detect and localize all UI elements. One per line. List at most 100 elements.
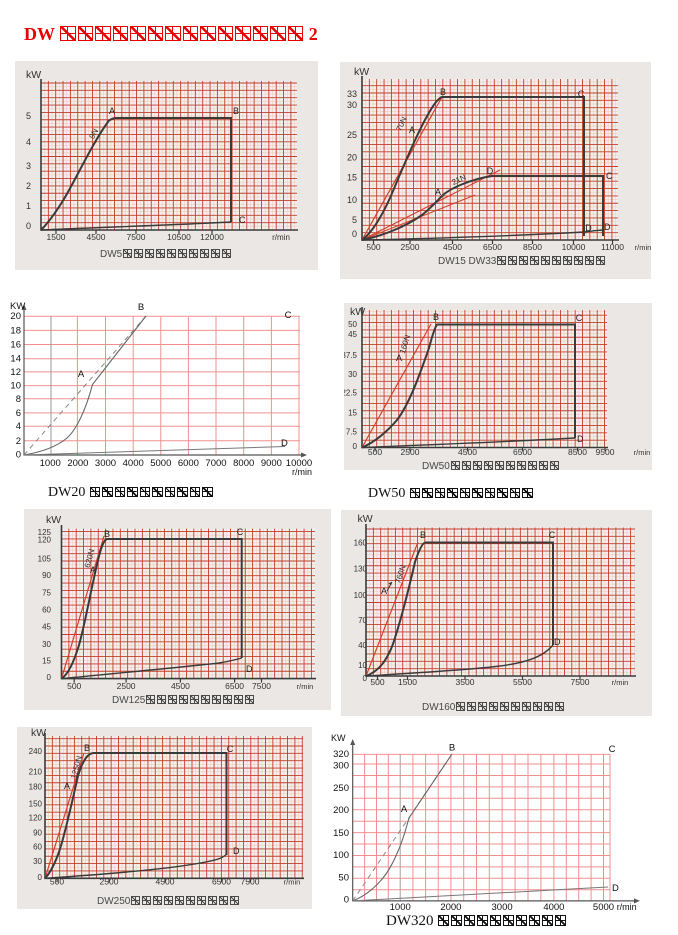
svg-text:0: 0 (363, 674, 368, 683)
svg-text:B: B (233, 106, 239, 116)
svg-text:200: 200 (333, 805, 349, 816)
svg-text:300: 300 (333, 760, 349, 771)
svg-text:10500: 10500 (167, 232, 191, 242)
svg-text:160: 160 (354, 539, 368, 548)
svg-text:kW: kW (46, 514, 61, 526)
svg-text:1500: 1500 (398, 677, 417, 687)
svg-text:105: 105 (38, 554, 52, 563)
svg-text:r/min: r/min (617, 902, 637, 912)
svg-text:D: D (604, 222, 611, 232)
svg-text:6: 6 (16, 408, 21, 419)
svg-text:2000: 2000 (440, 902, 461, 913)
svg-text:A: A (78, 369, 85, 380)
svg-text:4500: 4500 (443, 242, 462, 252)
svg-text:A: A (396, 353, 402, 363)
svg-text:500: 500 (368, 447, 382, 457)
svg-text:50: 50 (348, 320, 357, 329)
svg-text:C: C (606, 171, 613, 181)
svg-text:r/min: r/min (272, 233, 290, 242)
svg-text:20: 20 (10, 311, 21, 322)
svg-text:2500: 2500 (401, 447, 420, 457)
svg-text:C: C (227, 744, 234, 754)
svg-text:30: 30 (42, 640, 51, 649)
svg-text:r/min: r/min (297, 682, 314, 691)
svg-text:C: C (578, 89, 585, 99)
svg-text:4000: 4000 (543, 902, 564, 913)
svg-text:2500: 2500 (100, 877, 119, 887)
svg-text:7.5: 7.5 (346, 428, 358, 437)
svg-text:210: 210 (29, 768, 43, 777)
svg-text:500: 500 (50, 877, 64, 887)
svg-text:B: B (449, 743, 455, 754)
svg-text:A: A (409, 125, 415, 135)
svg-text:B: B (433, 312, 439, 322)
svg-text:50: 50 (338, 873, 349, 884)
svg-text:D: D (612, 883, 619, 894)
svg-text:1000: 1000 (390, 902, 411, 913)
svg-text:15: 15 (347, 173, 357, 183)
svg-text:4000: 4000 (123, 458, 144, 469)
svg-text:5500: 5500 (513, 677, 532, 687)
svg-text:150: 150 (29, 800, 43, 809)
svg-text:125: 125 (38, 528, 52, 537)
svg-text:9500: 9500 (596, 447, 615, 457)
svg-text:30: 30 (348, 370, 357, 379)
svg-text:4500: 4500 (458, 447, 477, 457)
svg-text:C: C (285, 310, 292, 321)
svg-text:90: 90 (42, 571, 51, 580)
svg-text:12000: 12000 (200, 232, 224, 242)
svg-text:10: 10 (10, 381, 21, 392)
svg-text:37.5: 37.5 (344, 351, 358, 360)
svg-text:kW: kW (354, 66, 369, 78)
svg-text:0: 0 (352, 229, 357, 239)
svg-text:3: 3 (26, 161, 31, 171)
svg-text:2000: 2000 (67, 458, 88, 469)
svg-text:18: 18 (10, 325, 21, 336)
svg-text:A: A (401, 804, 408, 815)
svg-text:KW: KW (10, 301, 25, 312)
svg-text:20: 20 (347, 153, 357, 163)
svg-text:180: 180 (29, 783, 43, 792)
svg-text:4500: 4500 (171, 681, 190, 691)
svg-text:90: 90 (33, 829, 42, 838)
svg-text:8: 8 (16, 394, 21, 405)
svg-text:11000: 11000 (601, 242, 624, 252)
svg-text:240: 240 (29, 747, 43, 756)
svg-text:1000: 1000 (40, 458, 61, 469)
svg-text:r/min: r/min (284, 878, 301, 887)
svg-text:25: 25 (347, 130, 357, 140)
svg-text:r/min: r/min (612, 678, 629, 687)
svg-text:r/min: r/min (292, 467, 312, 477)
svg-text:kW: kW (26, 69, 41, 81)
svg-text:0: 0 (353, 442, 358, 451)
svg-text:D: D (577, 434, 584, 444)
svg-text:7500: 7500 (571, 677, 590, 687)
svg-text:D: D (281, 438, 288, 449)
svg-text:120: 120 (29, 814, 43, 823)
svg-text:10: 10 (347, 195, 357, 205)
svg-text:9000: 9000 (261, 458, 282, 469)
svg-text:D: D (487, 166, 494, 176)
svg-text:60: 60 (33, 843, 42, 852)
svg-text:60: 60 (42, 606, 51, 615)
svg-text:12: 12 (10, 367, 21, 378)
svg-text:75: 75 (42, 588, 51, 597)
svg-text:7000: 7000 (205, 458, 226, 469)
svg-text:130: 130 (354, 565, 368, 574)
svg-text:4500: 4500 (156, 877, 175, 887)
svg-text:70: 70 (358, 616, 367, 625)
svg-text:C: C (576, 313, 583, 323)
svg-text:D: D (246, 664, 253, 674)
svg-text:15: 15 (42, 657, 51, 666)
svg-text:r/min: r/min (635, 243, 651, 252)
svg-text:A: A (109, 106, 115, 116)
svg-text:30: 30 (347, 100, 357, 110)
svg-text:14: 14 (10, 354, 21, 365)
svg-text:4: 4 (16, 421, 21, 432)
svg-text:320: 320 (333, 749, 349, 760)
svg-text:kW: kW (350, 306, 365, 318)
svg-text:6500: 6500 (212, 877, 231, 887)
svg-text:7500: 7500 (252, 681, 271, 691)
svg-text:45: 45 (42, 623, 51, 632)
svg-text:8000: 8000 (233, 458, 254, 469)
